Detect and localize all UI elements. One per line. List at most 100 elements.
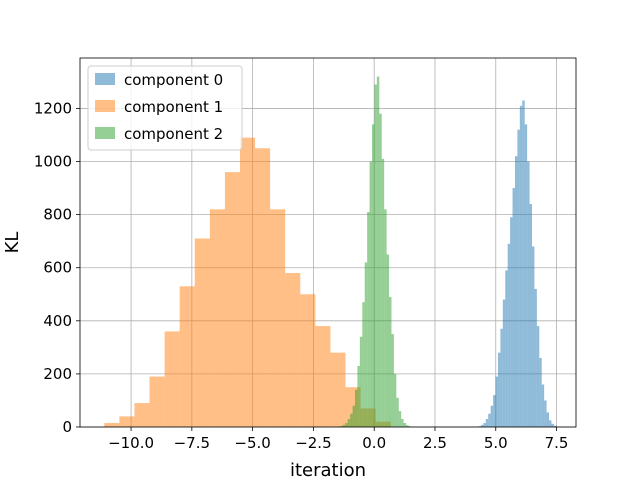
legend-swatch-component-0 [95, 73, 115, 85]
histogram-bar [485, 419, 489, 427]
histogram-bar [502, 299, 506, 427]
histogram-bar [239, 137, 256, 427]
histogram-bar [398, 411, 402, 427]
histogram-bar [357, 365, 360, 427]
histogram-bar [367, 211, 370, 427]
histogram-bar [541, 384, 545, 427]
histogram-bar [364, 262, 368, 427]
axes-frame [79, 57, 577, 428]
histogram-bar [347, 419, 351, 427]
histogram-bar [354, 389, 358, 427]
x-tick-label: 7.5 [545, 434, 569, 452]
histogram-bar [483, 423, 486, 427]
x-tick-label: −5.0 [234, 434, 270, 452]
histogram-bar [350, 413, 353, 427]
histogram-bar [315, 326, 331, 427]
histogram-bar [376, 76, 380, 427]
histogram-bar [546, 412, 550, 427]
histogram-bar [505, 270, 508, 427]
histogram-bar [386, 254, 390, 427]
histogram-bar [510, 217, 513, 427]
series-component-2 [337, 76, 411, 428]
y-tick-label: 200 [43, 365, 72, 383]
histogram-bar [119, 416, 135, 427]
histogram-bar [149, 376, 165, 427]
y-tick-label: 400 [43, 312, 72, 330]
histogram-bar [285, 273, 301, 427]
histogram-bar [522, 100, 525, 427]
histogram-bar [551, 423, 554, 427]
legend-box [87, 65, 243, 151]
histogram-bar [490, 405, 494, 427]
x-tick-label: 0.0 [362, 434, 386, 452]
histogram-bar [384, 209, 387, 427]
histogram-bar [372, 124, 375, 427]
histogram-bar [524, 124, 528, 427]
histogram-bar [495, 376, 498, 427]
y-tick-label: 600 [43, 259, 72, 277]
histogram-bar [403, 423, 407, 427]
histogram-bar [374, 84, 377, 428]
histogram-bar [517, 129, 520, 427]
y-tick-label: 800 [43, 206, 72, 224]
x-tick-label: −2.5 [295, 434, 331, 452]
histogram-bar [536, 326, 540, 427]
legend-swatch-component-2 [95, 127, 115, 139]
y-axis-ticks: 0 200 400 600 800 1000 1200 [34, 99, 80, 436]
histogram-bar [209, 209, 225, 427]
x-axis-ticks: −10.0 −7.5 −5.0 −2.5 0.0 2.5 5.0 7.5 [108, 427, 568, 452]
histogram-bar [194, 238, 210, 427]
x-tick-label: 2.5 [423, 434, 447, 452]
histogram-bar [500, 328, 503, 427]
histogram-bar [544, 400, 547, 427]
histogram-bar [493, 395, 496, 427]
series-component-0 [478, 100, 557, 427]
y-axis-label: KL [2, 232, 23, 254]
histogram-bars [104, 76, 557, 428]
x-axis-label: iteration [290, 460, 366, 480]
histogram-bar [134, 403, 150, 427]
x-tick-label: −10.0 [108, 434, 154, 452]
y-tick-label: 0 [62, 418, 72, 436]
histogram-bar [527, 161, 530, 427]
histogram-bar [342, 424, 346, 427]
histogram-bar [345, 423, 348, 427]
legend-label-component-1: component 1 [124, 98, 223, 116]
histogram-bar [381, 158, 385, 428]
histogram-bar [359, 336, 363, 427]
histogram-bar [519, 105, 523, 427]
histogram-bar [539, 357, 542, 427]
histogram-bar [480, 424, 484, 427]
histogram-bar [330, 352, 346, 427]
histogram-bar [393, 373, 397, 427]
y-tick-label: 1200 [34, 99, 72, 117]
histogram-bar [362, 302, 365, 427]
histogram-bar [512, 188, 515, 427]
histogram-bar [529, 204, 532, 427]
histogram-bar [391, 334, 394, 427]
histogram-bar [369, 161, 373, 427]
histogram-bar [389, 296, 392, 427]
histogram-bar [396, 397, 399, 427]
histogram-bar [497, 352, 501, 427]
histogram-bar [406, 425, 409, 427]
legend-label-component-2: component 2 [124, 125, 223, 143]
x-tick-label: 5.0 [484, 434, 508, 452]
histogram-bar [534, 288, 537, 427]
y-tick-label: 1000 [34, 153, 72, 171]
histogram-bar [270, 209, 286, 427]
histogram-bar [255, 148, 271, 428]
histogram-bar [104, 423, 120, 427]
histogram-bar [553, 425, 557, 427]
histogram-bar [340, 425, 343, 427]
histogram-bar [379, 113, 382, 427]
x-tick-label: −7.5 [174, 434, 210, 452]
histogram-bar [531, 246, 535, 427]
histogram-bar [224, 172, 240, 427]
histogram-bar [164, 331, 180, 427]
histogram-bar [488, 413, 491, 427]
histogram-bar [300, 294, 316, 427]
histogram-bar [352, 405, 355, 427]
series-component-1 [104, 137, 391, 428]
